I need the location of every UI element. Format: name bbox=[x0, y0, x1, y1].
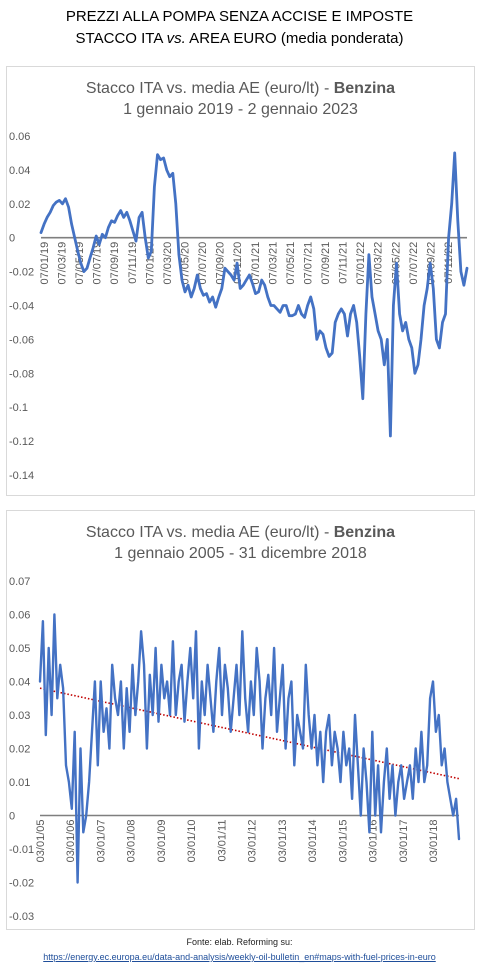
x-tick-label: 07/03/21 bbox=[267, 242, 279, 285]
chart-title-bold: Benzina bbox=[333, 524, 396, 541]
x-tick-label: 07/11/19 bbox=[127, 242, 139, 284]
title-line2-pre: STACCO ITA bbox=[75, 30, 167, 47]
chart-plot-2019-2023: 0.06 0.04 0.02 0 -0.02 -0.04 -0.06 -0.08 -0.1 -0.… bbox=[9, 131, 469, 482]
main-title-line2: STACCO ITA vs. AREA EURO (media ponderat… bbox=[0, 28, 479, 50]
chart-title: Stacco ITA vs. media AE (euro/lt) - Benz… bbox=[7, 522, 474, 564]
x-tick-label: 03/01/09 bbox=[156, 820, 168, 863]
x-tick-label: 07/07/21 bbox=[302, 242, 314, 285]
source-label: Fonte: elab. Reforming su: bbox=[186, 937, 293, 947]
x-tick-label: 07/07/22 bbox=[408, 242, 420, 285]
x-tick-label: 03/01/12 bbox=[247, 820, 259, 863]
y-tick-label: -0.01 bbox=[9, 844, 34, 856]
y-tick-label: -0.04 bbox=[9, 301, 34, 313]
x-tick-label: 03/01/13 bbox=[277, 820, 289, 863]
chart-title: Stacco ITA vs. media AE (euro/lt) - Benz… bbox=[7, 78, 474, 120]
y-tick-label: 0.06 bbox=[9, 131, 30, 143]
x-tick-label: 07/07/20 bbox=[197, 242, 209, 285]
x-tick-label: 03/01/05 bbox=[35, 820, 47, 863]
chart-title-text: Stacco ITA vs. media AE (euro/lt) - bbox=[85, 524, 334, 541]
y-tick-label: 0.02 bbox=[9, 744, 30, 756]
chart-title-main: Stacco ITA vs. media AE (euro/lt) - Benz… bbox=[7, 522, 474, 543]
x-tick-label: 07/03/20 bbox=[162, 242, 174, 285]
x-tick-label: 03/01/14 bbox=[307, 820, 319, 863]
x-tick-label: 07/01/22 bbox=[355, 242, 367, 285]
y-tick-label: -0.06 bbox=[9, 334, 34, 346]
y-tick-label: 0 bbox=[9, 233, 15, 245]
x-tick-label: 07/01/19 bbox=[39, 242, 51, 285]
x-tick-label: 03/01/17 bbox=[398, 820, 410, 863]
x-tick-label: 07/11/21 bbox=[338, 242, 350, 284]
chart-title-main: Stacco ITA vs. media AE (euro/lt) - Benz… bbox=[7, 78, 474, 99]
title-line2-post: AREA EURO (media ponderata) bbox=[185, 30, 404, 47]
y-tick-label: -0.02 bbox=[9, 267, 34, 279]
series-line bbox=[39, 151, 469, 438]
y-tick-label: -0.1 bbox=[9, 402, 28, 414]
source-note: Fonte: elab. Reforming su: https://energ… bbox=[0, 936, 479, 965]
chart-panel-2005-2018: Stacco ITA vs. media AE (euro/lt) - Benz… bbox=[6, 510, 475, 930]
y-tick-label: 0.05 bbox=[9, 643, 30, 655]
x-tick-label: 03/01/10 bbox=[186, 820, 198, 863]
x-tick-label: 07/09/21 bbox=[320, 242, 332, 285]
chart-plot-2005-2018: 0.07 0.06 0.05 0.04 0.03 0.02 0.01 0 -0.01 -0.02 -… bbox=[9, 576, 461, 923]
x-tick-label: 03/01/15 bbox=[337, 820, 349, 863]
x-tick-label: 07/01/21 bbox=[250, 242, 262, 285]
x-tick-label: 03/01/08 bbox=[126, 820, 138, 863]
y-tick-label: -0.02 bbox=[9, 878, 34, 890]
y-tick-label: -0.12 bbox=[9, 436, 34, 448]
x-tick-label: 07/09/20 bbox=[215, 242, 227, 285]
y-tick-label: -0.14 bbox=[9, 470, 34, 482]
main-title: PREZZI ALLA POMPA SENZA ACCISE E IMPOSTE… bbox=[0, 6, 479, 50]
x-tick-label: 03/01/11 bbox=[216, 820, 228, 862]
x-tick-label: 03/01/18 bbox=[428, 820, 440, 863]
y-tick-label: 0.03 bbox=[9, 710, 30, 722]
x-tick-label: 07/03/22 bbox=[373, 242, 385, 285]
main-title-line1: PREZZI ALLA POMPA SENZA ACCISE E IMPOSTE bbox=[65, 8, 414, 25]
chart-panel-2019-2023: Stacco ITA vs. media AE (euro/lt) - Benz… bbox=[6, 66, 475, 496]
chart-title-text: Stacco ITA vs. media AE (euro/lt) - bbox=[85, 80, 334, 97]
y-tick-label: 0.06 bbox=[9, 610, 30, 622]
source-link[interactable]: https://energy.ec.europa.eu/data-and-ana… bbox=[43, 952, 436, 962]
y-tick-label: -0.08 bbox=[9, 368, 34, 380]
y-tick-label: 0.01 bbox=[9, 777, 30, 789]
y-tick-label: -0.03 bbox=[9, 911, 34, 923]
y-tick-label: 0.04 bbox=[9, 165, 30, 177]
title-line2-vs: vs. bbox=[166, 30, 186, 47]
x-tick-label: 07/03/19 bbox=[57, 242, 69, 285]
y-tick-label: 0.04 bbox=[9, 677, 30, 689]
series-line bbox=[38, 613, 461, 884]
x-tick-label: 07/05/21 bbox=[285, 242, 297, 285]
x-tick-label: 07/07/19 bbox=[92, 242, 104, 285]
chart-subtitle: 1 gennaio 2005 - 31 dicembre 2018 bbox=[114, 545, 367, 562]
x-tick-label: 03/01/06 bbox=[65, 820, 77, 863]
y-tick-label: 0 bbox=[9, 811, 15, 823]
y-tick-label: 0.02 bbox=[9, 199, 30, 211]
chart-title-bold: Benzina bbox=[333, 80, 396, 97]
x-tick-label: 03/01/07 bbox=[95, 820, 107, 863]
chart-subtitle: 1 gennaio 2019 - 2 gennaio 2023 bbox=[123, 101, 358, 118]
x-tick-label: 07/09/19 bbox=[109, 242, 121, 285]
y-tick-label: 0.07 bbox=[9, 576, 30, 588]
